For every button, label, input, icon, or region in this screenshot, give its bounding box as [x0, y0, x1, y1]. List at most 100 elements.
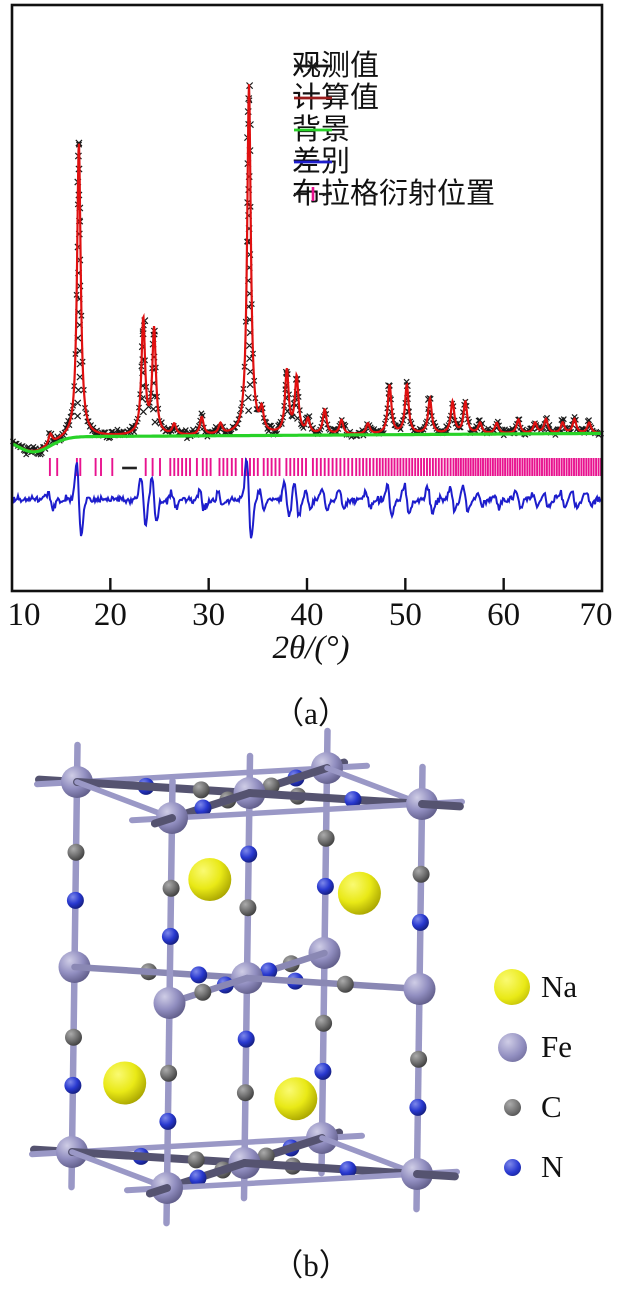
bragg-ticks — [48, 458, 602, 476]
c-atom — [194, 983, 212, 1001]
n-atom — [237, 1030, 255, 1048]
n-atom — [339, 1161, 357, 1179]
legend-item-observed: 观测值 — [292, 50, 495, 82]
bond — [74, 779, 175, 821]
bond — [71, 963, 251, 982]
c-atom — [162, 879, 180, 897]
panel-a-label: （a） — [273, 696, 349, 731]
c-atom — [412, 865, 430, 883]
c-atom — [336, 975, 354, 993]
x-tick-label: 60 — [487, 597, 520, 633]
bond — [418, 800, 464, 811]
crystal-structure — [29, 727, 465, 1227]
legend-item-fe: Fe — [497, 1017, 577, 1077]
x-tick-label: 10 — [8, 597, 41, 633]
c-atom — [160, 1064, 178, 1082]
plot-legend: 观测值 计算值 背景 差别 布拉格衍射位置 — [292, 50, 495, 210]
legend-label-fe: Fe — [541, 1029, 572, 1064]
n-atom — [240, 845, 258, 863]
bond — [150, 814, 176, 828]
bond — [166, 814, 176, 1007]
bond — [69, 1149, 170, 1191]
na-atom — [103, 1061, 147, 1105]
na-legend-sphere — [494, 969, 530, 1005]
xrd-plot: 10 20 30 40 50 60 70 — [8, 3, 613, 633]
bond — [68, 1148, 249, 1167]
c-atom — [317, 829, 335, 847]
legend-symbol-observed — [294, 60, 332, 72]
c-atom — [239, 899, 257, 917]
n-atom — [159, 1112, 177, 1130]
x-axis-label: 2θ/(°) — [272, 630, 350, 666]
bond — [413, 1170, 459, 1181]
n-atom — [316, 877, 334, 895]
bond — [413, 985, 423, 1178]
x-tick-label: 40 — [291, 597, 324, 633]
structure-legend: Na Fe C N — [494, 957, 578, 1197]
legend-item-difference: 差别 — [292, 146, 495, 178]
na-atom — [274, 1077, 318, 1121]
fe-atom — [153, 987, 186, 1019]
c-atom — [65, 1028, 82, 1046]
legend-item-c: C — [497, 1077, 577, 1137]
fe-legend-sphere — [497, 1032, 527, 1062]
bond — [319, 1135, 420, 1177]
n-atom — [190, 966, 208, 984]
legend-symbol-bragg — [294, 187, 332, 201]
bond — [324, 765, 425, 807]
c-atom — [236, 1084, 254, 1102]
n-atom — [64, 1076, 82, 1094]
legend-label-n: N — [541, 1149, 564, 1184]
n-atom — [189, 1169, 207, 1187]
c-atom — [410, 1050, 428, 1068]
bond — [240, 1159, 421, 1178]
legend-symbol-difference — [294, 160, 332, 164]
bond — [69, 1135, 325, 1155]
legend-item-bragg: 布拉格衍射位置 — [292, 178, 495, 210]
x-tick-label: 20 — [94, 597, 127, 633]
bond — [169, 801, 425, 821]
bond — [73, 778, 254, 797]
x-tick-label: 50 — [389, 597, 422, 633]
difference-series — [12, 457, 602, 539]
c-legend-sphere — [503, 1098, 521, 1116]
n-atom — [409, 1098, 427, 1116]
calculated-series — [12, 84, 602, 452]
legend-label-na: Na — [541, 969, 578, 1004]
bond — [74, 765, 330, 785]
c-atom — [192, 781, 210, 799]
legend-item-background: 背景 — [292, 114, 495, 146]
legend-symbol-calculated — [294, 96, 332, 100]
c-atom — [187, 1151, 205, 1169]
bond — [163, 999, 173, 1192]
background-series — [12, 431, 601, 454]
legend-item-na: Na — [494, 957, 578, 1017]
n-atom — [260, 962, 278, 980]
panel-b-label: （b） — [272, 1248, 350, 1283]
bond — [243, 974, 423, 993]
legend-label-c: C — [541, 1089, 562, 1124]
n-atom — [194, 799, 212, 817]
bond — [243, 789, 253, 982]
c-atom — [67, 843, 85, 861]
x-tick-label: 30 — [192, 597, 225, 633]
legend-item-calculated: 计算值 — [292, 82, 495, 114]
bond — [164, 1171, 420, 1191]
na-atom — [188, 858, 232, 901]
bond — [145, 1184, 171, 1198]
n-atom — [411, 913, 429, 931]
bond — [68, 963, 78, 1156]
bond — [71, 778, 81, 971]
n-atom — [66, 891, 84, 909]
bond — [241, 974, 251, 1167]
n-atom — [344, 791, 362, 809]
na-atom — [337, 871, 381, 915]
c-atom — [315, 1014, 333, 1032]
x-tick-label: 70 — [580, 597, 613, 633]
legend-item-n: N — [497, 1137, 577, 1197]
bond — [245, 789, 426, 808]
bond — [416, 800, 426, 993]
n-atom — [161, 927, 179, 945]
fe-atom — [403, 973, 436, 1005]
